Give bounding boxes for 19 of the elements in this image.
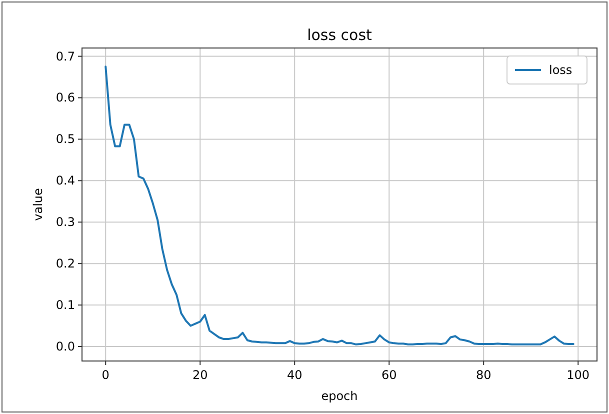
line-series [104, 66, 574, 346]
x-tick-label: 60 [381, 368, 397, 382]
legend-label: loss [549, 63, 572, 77]
y-tick-label: 0.5 [56, 132, 75, 146]
x-tick-label: 100 [566, 368, 590, 382]
x-tick-label: 80 [476, 368, 492, 382]
x-tick-label: 20 [192, 368, 208, 382]
x-tick-label: 0 [102, 368, 110, 382]
y-tick-label: 0.4 [56, 174, 75, 188]
x-axis-title: epoch [321, 389, 358, 403]
y-tick-label: 0.6 [56, 90, 75, 105]
y-tick-label: 0.2 [56, 256, 75, 271]
y-tick-label: 0.1 [56, 298, 75, 312]
x-tick-label: 40 [286, 368, 302, 382]
y-axis-title: value [31, 188, 45, 221]
chart-title: loss cost [307, 26, 372, 44]
y-tick-label: 0.0 [56, 339, 75, 354]
y-tick-label: 0.7 [56, 49, 75, 64]
y-tick-label: 0.3 [56, 215, 75, 230]
